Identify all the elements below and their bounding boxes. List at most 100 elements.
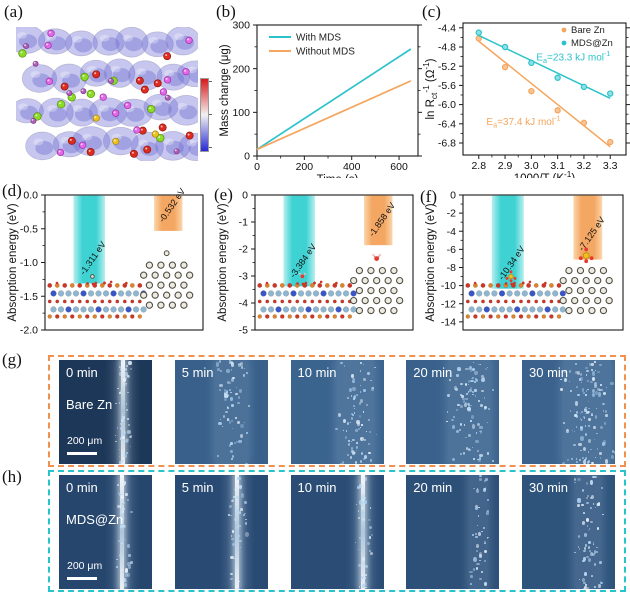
legend-marker <box>561 27 567 33</box>
atom <box>45 77 53 85</box>
panel-a-charge-density-model <box>0 0 212 178</box>
colorbar-tick <box>209 147 212 148</box>
atom <box>67 136 76 145</box>
y-tick-label: -1 <box>239 217 248 229</box>
atom <box>60 82 69 91</box>
data-point <box>580 83 588 91</box>
atom <box>129 149 138 158</box>
micro-image-g-1: 5 min <box>174 360 268 464</box>
atom <box>111 109 120 117</box>
bright-core <box>361 475 365 589</box>
x-tick-label: 400 <box>343 161 361 173</box>
data-point <box>580 119 588 127</box>
data-point <box>528 87 535 95</box>
bright-core <box>120 475 125 589</box>
atom <box>80 72 89 82</box>
atom <box>182 68 190 76</box>
atom <box>151 130 159 138</box>
y-tick-label: -6 <box>447 244 456 256</box>
atom <box>33 112 42 121</box>
scale-bar <box>67 577 97 580</box>
atom <box>99 93 107 101</box>
y-tick-label: -2 <box>447 208 456 220</box>
y-tick-label: 200 <box>232 63 250 75</box>
time-label: 30 min <box>529 365 569 380</box>
y-tick-label: -5.2 <box>438 61 456 73</box>
atom <box>66 90 73 97</box>
y-tick-label: -4.4 <box>438 22 456 34</box>
time-label: 0 min <box>66 365 98 380</box>
atom <box>163 76 172 84</box>
data-point <box>475 29 482 36</box>
y-tick-label: -0.5 <box>20 223 38 235</box>
chart-c-svg: -4.4 -4.8 -5.2 -5.6 -6.0 -6.4 -6.8 2.8 2.9 3.0 3.1… <box>422 22 630 178</box>
atom <box>44 41 52 50</box>
panel-label-h: (h) <box>2 467 22 486</box>
time-label: 20 min <box>413 480 453 495</box>
legend-label: Without MDS <box>296 47 355 58</box>
x-tick-label: 600 <box>390 161 408 173</box>
micro-image-h-4: 30 min <box>522 475 615 589</box>
y-tick-label: 0 <box>242 190 248 202</box>
micro-image-h-2: 10 min <box>290 475 384 589</box>
activation-energy-annotation: Ea=37.4 kJ mol-1 <box>486 114 560 130</box>
data-point <box>607 138 614 146</box>
x-tick-label: 3.1 <box>550 160 565 172</box>
charge-density-image <box>16 27 198 161</box>
atom <box>185 36 193 44</box>
y-tick-label: -4 <box>239 298 248 310</box>
bright-core <box>121 360 126 464</box>
y-tick-label: -2.0 <box>20 325 38 337</box>
fit-line <box>478 40 611 148</box>
micro-image-g-0: 0 min Bare Zn 200 μm <box>59 360 152 464</box>
bar-cyan <box>73 195 106 284</box>
y-tick-label: -5 <box>239 325 248 337</box>
atom <box>124 101 132 110</box>
y-tick-label: -14 <box>441 316 456 328</box>
data-point <box>554 107 561 114</box>
bar-orange <box>364 195 393 246</box>
series-line-without-mds <box>256 80 412 151</box>
colorbar <box>200 78 212 152</box>
panel-label-d: (d) <box>2 181 22 200</box>
time-label: 0 min <box>66 480 98 495</box>
atom <box>147 104 156 114</box>
panel-label-e: (e) <box>214 185 233 204</box>
panel-label-f: (f) <box>420 187 437 206</box>
y-tick-label: -2 <box>239 244 248 256</box>
atom <box>92 114 100 122</box>
y-tick-label: -8 <box>447 262 456 274</box>
micro-image-h-1: 5 min <box>174 475 268 589</box>
y-tick-label: -6.0 <box>438 99 456 111</box>
y-axis-label: ln Rct-1 (Ω-1) <box>422 58 439 119</box>
time-label: 5 min <box>181 365 214 380</box>
x-tick-label: 2.8 <box>471 160 486 172</box>
x-tick-label: 0 <box>254 161 260 173</box>
panel-label-a: (a) <box>4 2 23 21</box>
legend-label: Bare Zn <box>571 25 605 36</box>
micro-image-h-3: 20 min <box>406 475 500 589</box>
x-tick-label: 2.9 <box>498 160 513 172</box>
time-label: 10 min <box>297 480 337 495</box>
time-label: 5 min <box>181 480 214 495</box>
micro-image-h-0: 0 min MDS@Zn 200 μm <box>59 475 152 589</box>
atom <box>56 148 65 157</box>
fit-line <box>478 34 611 100</box>
legend-marker <box>561 40 567 46</box>
atom <box>86 89 96 99</box>
atom <box>135 76 144 85</box>
micro-image-g-2: 10 min <box>290 360 384 464</box>
bar-cyan <box>283 195 316 287</box>
atom <box>86 147 95 156</box>
y-axis-label: Absorption energy (eV) <box>217 203 229 321</box>
panel-label-b: (b) <box>216 2 236 21</box>
y-tick-label: -4 <box>447 226 456 238</box>
data-point <box>528 59 535 67</box>
x-tick-label: 3.0 <box>524 160 539 172</box>
atom <box>143 145 152 154</box>
panel-label-c: (c) <box>422 2 441 21</box>
atom <box>173 148 180 155</box>
scale-label: 200 μm <box>67 560 103 572</box>
atom <box>23 43 30 50</box>
